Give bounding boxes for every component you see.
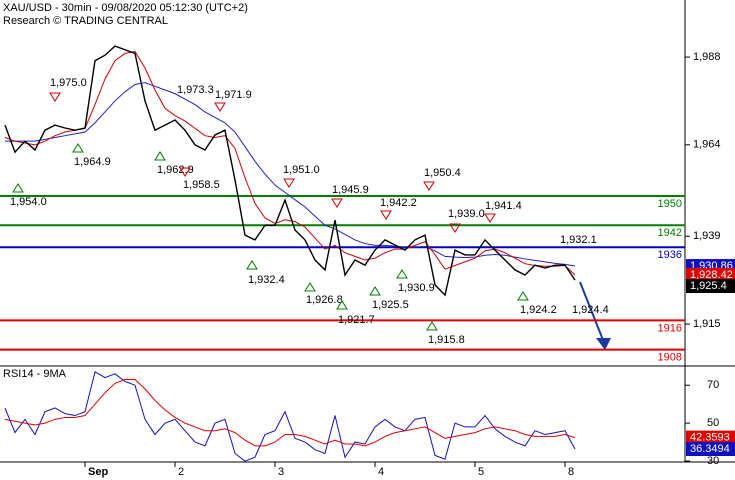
y-tick-label: 1,988: [693, 51, 721, 63]
level-label: 1916: [658, 322, 682, 334]
annotation: 1,958.5: [183, 179, 220, 191]
last-value-box: [686, 279, 735, 294]
chart-subtitle: Research © TRADING CENTRAL: [3, 15, 168, 27]
annotation: 1,924.4: [572, 304, 609, 316]
annotation: 1,921.7: [338, 314, 375, 326]
annotation: 1,951.0: [283, 164, 320, 176]
annotation: 1,942.2: [380, 197, 417, 209]
projection-arrow: [579, 281, 604, 341]
rsi-tick-label: 70: [707, 379, 719, 391]
sell-marker: [283, 178, 295, 188]
level-label: 1942: [658, 227, 682, 239]
last-value-box: [686, 267, 735, 282]
annotation: 1,926.8: [306, 294, 343, 306]
annotation: 1,925.5: [372, 299, 409, 311]
annotation: 1,932.4: [248, 274, 285, 286]
sell-marker: [423, 181, 435, 191]
annotation: 1,945.9: [332, 184, 369, 196]
rsi-value-label: 42.3593: [690, 432, 730, 444]
buy-marker: [426, 321, 438, 331]
buy-marker: [72, 143, 84, 153]
sell-marker: [49, 92, 61, 102]
price-line: [5, 82, 576, 267]
rsi-tick-label: 50: [707, 417, 719, 429]
rsi-value-box: [686, 430, 735, 445]
chart-title: XAU/USD - 30min - 09/08/2020 05:12:30 (U…: [3, 2, 248, 14]
buy-marker: [304, 282, 316, 292]
buy-marker: [369, 286, 381, 296]
annotation: 1,939.0: [448, 208, 485, 220]
annotation: 1,962.9: [157, 164, 194, 176]
annotation: 1,975.0: [50, 77, 87, 89]
buy-marker: [396, 269, 408, 279]
x-tick-label: 5: [478, 466, 484, 478]
annotation: 1,973.3: [177, 84, 214, 96]
sell-marker: [484, 213, 496, 223]
projection-arrow-head: [596, 338, 611, 350]
x-tick-label: 4: [378, 466, 384, 478]
last-value-label: 1,928.42: [690, 269, 733, 281]
annotation: 1,971.9: [215, 89, 252, 101]
x-tick-label: Sep: [88, 466, 108, 478]
rsi-line: [4, 371, 576, 462]
rsi-value-label: 36.3494: [690, 443, 730, 455]
sell-marker: [331, 198, 343, 208]
y-tick-label: 1,915: [693, 318, 721, 330]
x-tick-label: 2: [178, 466, 184, 478]
annotation: 1,932.1: [560, 234, 597, 246]
annotation: 1,924.2: [520, 304, 557, 316]
buy-marker: [154, 151, 166, 161]
level-label: 1950: [658, 198, 682, 210]
sell-marker: [179, 167, 191, 177]
price-line: [4, 45, 576, 297]
annotation: 1,915.8: [428, 334, 465, 346]
price-line: [4, 51, 576, 276]
rsi-title: RSI14 - 9MA: [3, 368, 67, 380]
rsi-tick-label: 30: [707, 455, 719, 467]
annotation: 1,950.4: [424, 167, 461, 179]
last-value-label: 1,925.4: [690, 280, 727, 292]
annotation: 1,954.0: [10, 196, 47, 208]
y-tick-label: 1,939: [693, 230, 721, 242]
annotation: 1,930.9: [398, 282, 435, 294]
rsi-line: [4, 379, 576, 447]
buy-marker: [246, 260, 258, 270]
sell-marker: [214, 102, 226, 112]
level-label: 1908: [658, 352, 682, 364]
sell-marker: [380, 210, 392, 220]
y-tick-label: 1,964: [693, 139, 721, 151]
x-tick-label: 8: [568, 466, 574, 478]
x-tick-label: 3: [278, 466, 284, 478]
annotation: 1,941.4: [485, 200, 522, 212]
level-label: 1936: [658, 249, 682, 261]
sell-marker: [449, 223, 461, 233]
buy-marker: [336, 300, 348, 310]
buy-marker: [517, 291, 529, 301]
annotation: 1,964.9: [74, 156, 111, 168]
rsi-value-box: [686, 442, 735, 457]
buy-marker: [12, 183, 24, 193]
